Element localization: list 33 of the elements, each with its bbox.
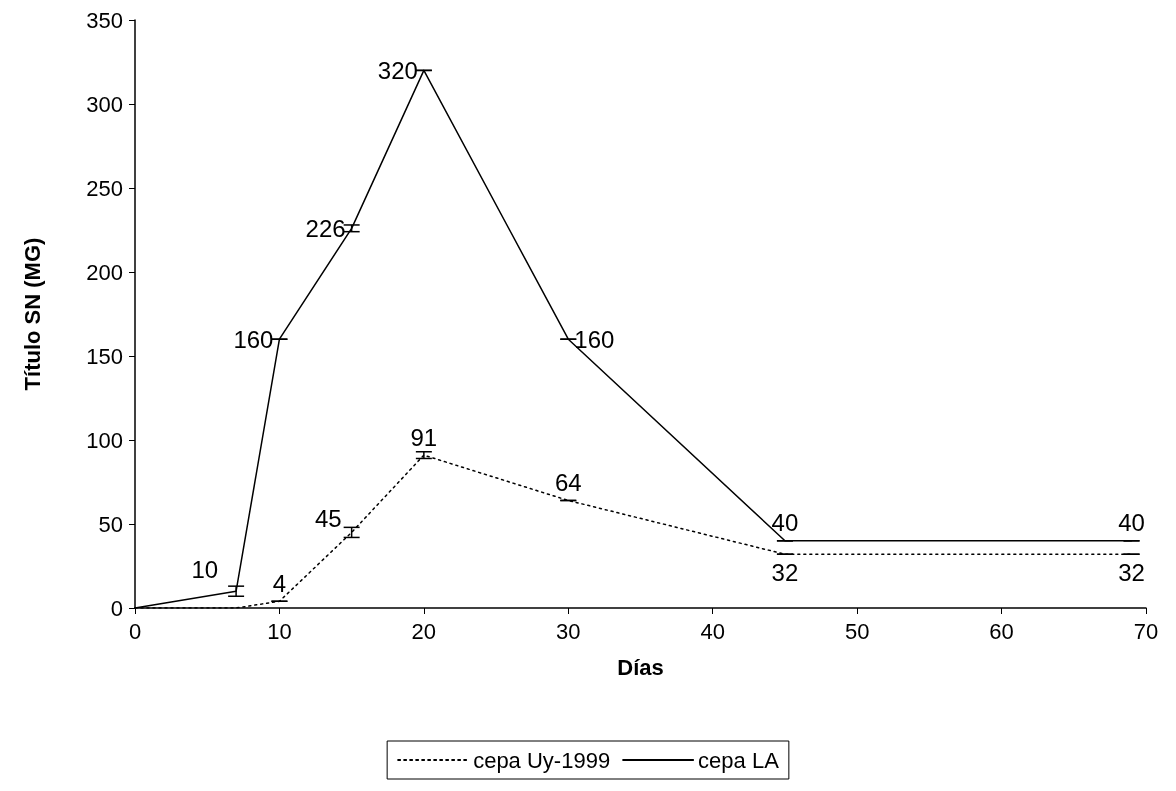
x-tick-label: 50 bbox=[844, 618, 870, 644]
y-tick-label: 150 bbox=[86, 343, 123, 369]
legend-label: cepa Uy-1999 bbox=[473, 747, 611, 773]
y-tick-label: 0 bbox=[110, 595, 123, 621]
data-label: 226 bbox=[305, 214, 346, 242]
data-label: 160 bbox=[574, 325, 615, 353]
x-tick-label: 60 bbox=[989, 618, 1014, 644]
data-label: 4 bbox=[272, 569, 287, 597]
data-label: 91 bbox=[410, 423, 438, 451]
data-label: 40 bbox=[771, 509, 799, 537]
x-tick-label: 40 bbox=[700, 618, 725, 644]
legend-label: cepa LA bbox=[698, 747, 780, 773]
y-axis-title: Título SN (MG) bbox=[19, 237, 45, 391]
x-tick-label: 30 bbox=[556, 618, 581, 644]
y-tick-label: 300 bbox=[86, 91, 123, 117]
data-label: 40 bbox=[1118, 509, 1145, 537]
data-label: 64 bbox=[554, 468, 582, 496]
y-tick-label: 200 bbox=[86, 259, 123, 285]
y-tick-label: 50 bbox=[98, 511, 123, 537]
y-tick-label: 250 bbox=[86, 175, 123, 201]
data-label: 320 bbox=[377, 56, 418, 84]
x-tick-label: 0 bbox=[128, 618, 142, 644]
y-tick-label: 350 bbox=[86, 7, 123, 33]
data-label: 32 bbox=[771, 558, 799, 586]
data-label: 160 bbox=[233, 325, 274, 353]
x-axis-title: Días bbox=[617, 654, 664, 680]
data-label: 10 bbox=[191, 555, 219, 583]
data-label: 45 bbox=[314, 504, 342, 532]
x-tick-label: 10 bbox=[267, 618, 292, 644]
y-tick-label: 100 bbox=[86, 427, 123, 453]
data-label: 32 bbox=[1118, 558, 1145, 586]
x-tick-label: 20 bbox=[411, 618, 437, 644]
x-tick-label: 70 bbox=[1133, 618, 1159, 644]
